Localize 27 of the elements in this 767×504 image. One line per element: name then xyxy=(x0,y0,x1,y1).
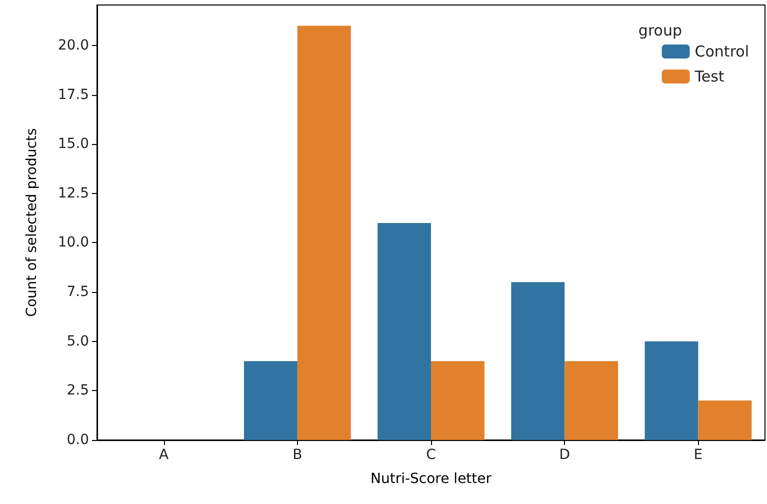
bar xyxy=(644,341,698,440)
bar xyxy=(698,400,752,440)
x-tick-label: D xyxy=(559,447,570,463)
y-tick-label: 20.0 xyxy=(58,37,89,54)
y-tick-label: 15.0 xyxy=(58,136,89,152)
bar xyxy=(431,361,484,440)
x-tick-label: C xyxy=(426,447,436,463)
bar xyxy=(564,361,618,440)
bar xyxy=(244,361,298,440)
y-tick-label: 2.5 xyxy=(66,382,89,399)
y-tick-label: 0.0 xyxy=(66,432,89,448)
y-tick-label: 5.0 xyxy=(66,333,89,350)
x-tick-label: A xyxy=(159,447,170,463)
x-tick-label: E xyxy=(694,447,703,463)
y-axis-title: Count of selected products xyxy=(24,128,40,317)
y-tick-label: 12.5 xyxy=(58,185,89,202)
bar xyxy=(297,26,351,440)
y-tick-label: 10.0 xyxy=(58,234,89,251)
x-tick-label: B xyxy=(292,447,302,463)
bar xyxy=(511,282,565,440)
legend-label: Test xyxy=(694,68,724,86)
legend-title: group xyxy=(638,22,682,40)
x-axis-title: Nutri-Score letter xyxy=(370,471,492,487)
legend-label: Control xyxy=(694,42,750,60)
y-tick-label: 7.5 xyxy=(66,284,89,300)
bar xyxy=(378,222,431,440)
y-tick-label: 17.5 xyxy=(58,86,89,103)
